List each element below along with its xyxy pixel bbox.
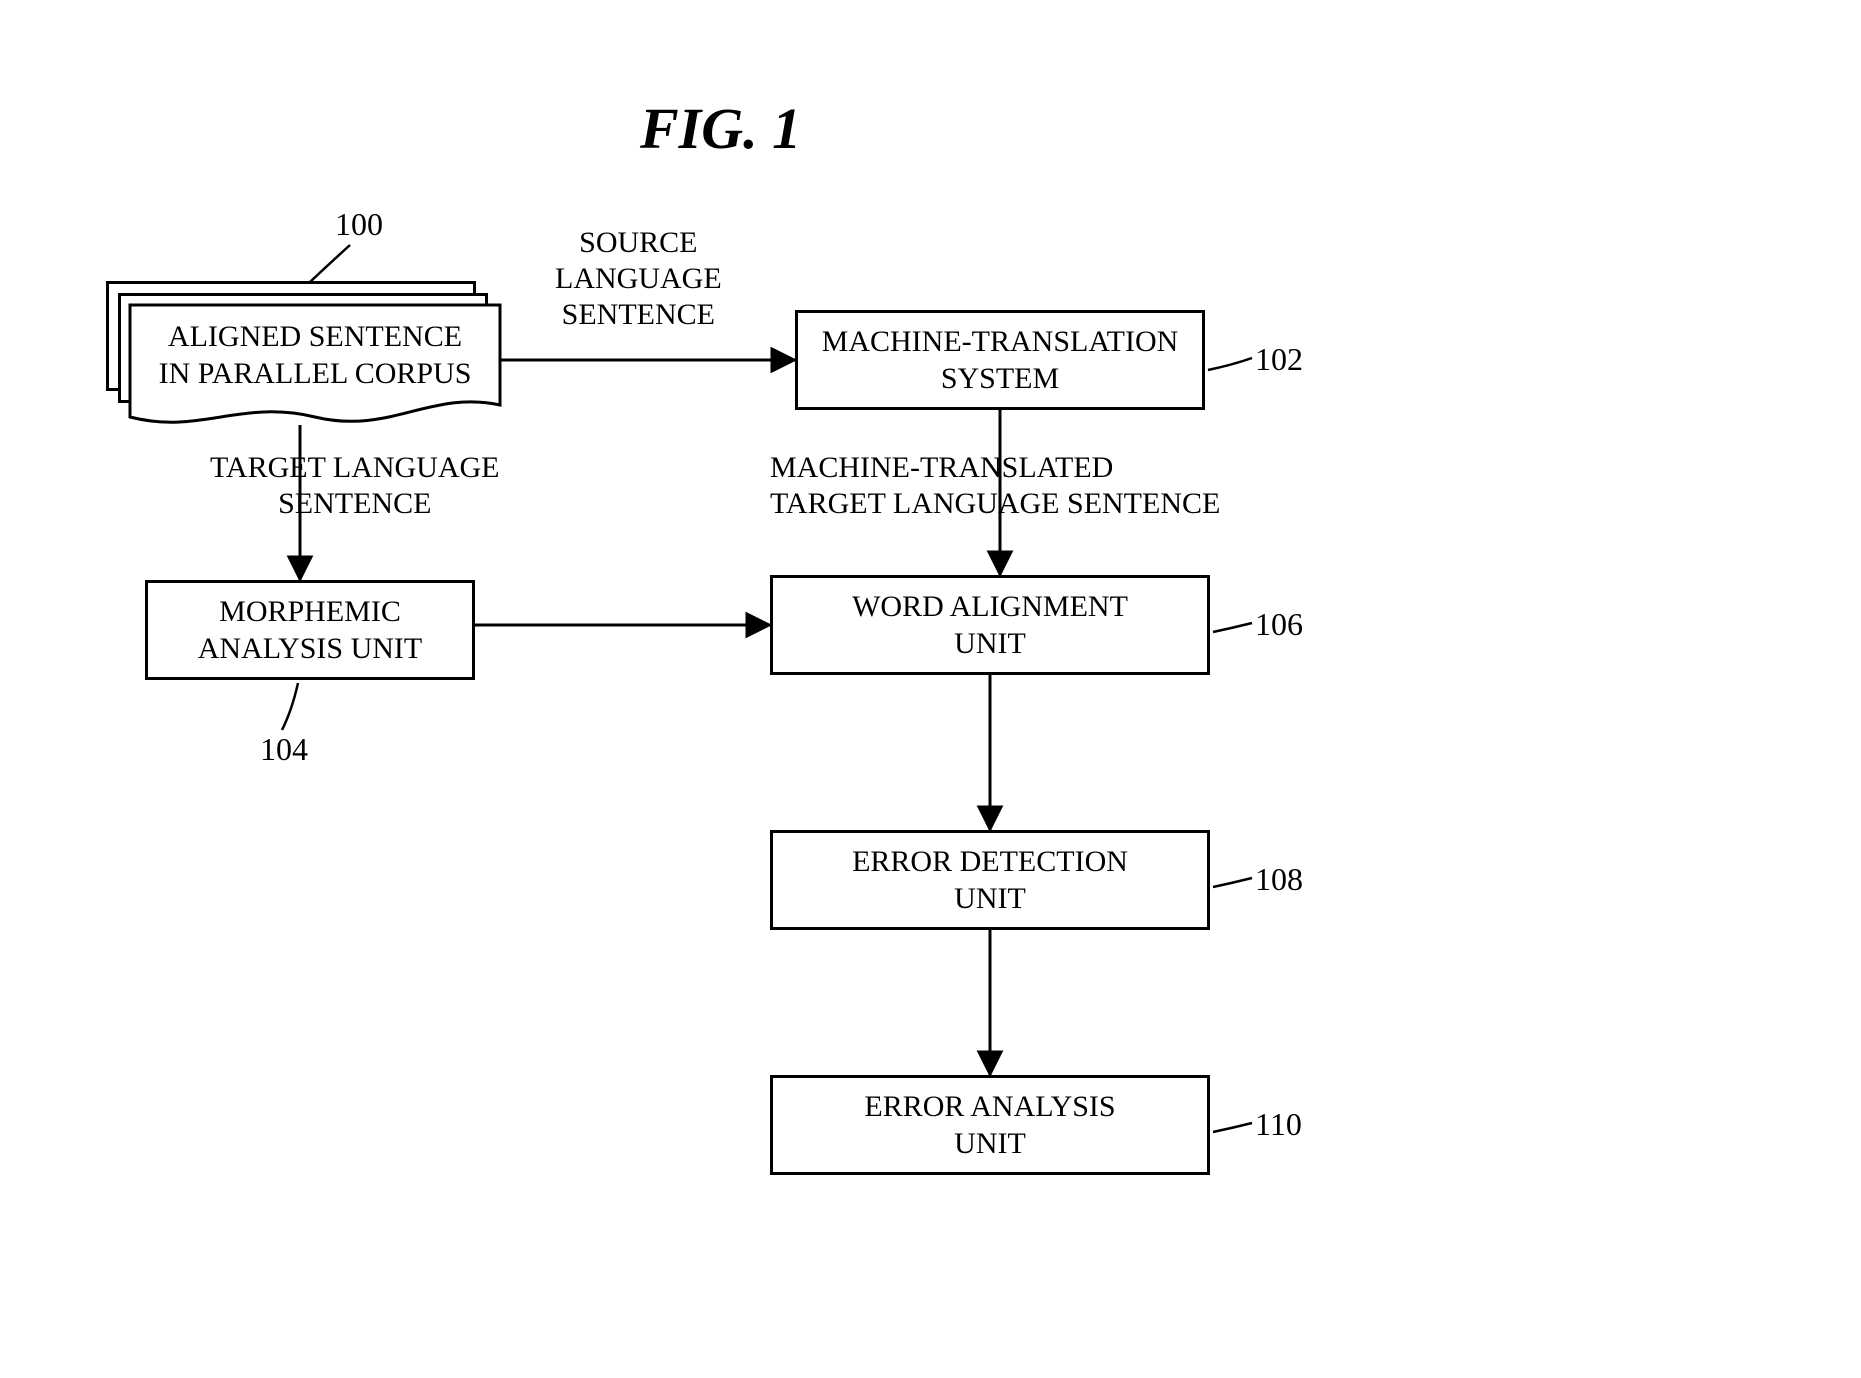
- figure-title: FIG. 1: [640, 95, 801, 162]
- morphemic-box: MORPHEMIC ANALYSIS UNIT: [145, 580, 475, 680]
- mt-system-box: MACHINE-TRANSLATION SYSTEM: [795, 310, 1205, 410]
- ref-104: 104: [260, 730, 308, 768]
- label-source-sentence: SOURCE LANGUAGE SENTENCE: [555, 225, 722, 333]
- error-detection-box: ERROR DETECTION UNIT: [770, 830, 1210, 930]
- word-alignment-box: WORD ALIGNMENT UNIT: [770, 575, 1210, 675]
- error-analysis-box: ERROR ANALYSIS UNIT: [770, 1075, 1210, 1175]
- ref-106: 106: [1255, 605, 1303, 643]
- ref-100: 100: [335, 205, 383, 243]
- label-target-sentence: TARGET LANGUAGE SENTENCE: [210, 450, 500, 522]
- ref-110: 110: [1255, 1105, 1302, 1143]
- label-mt-output: MACHINE-TRANSLATED TARGET LANGUAGE SENTE…: [770, 450, 1220, 522]
- ref-102: 102: [1255, 340, 1303, 378]
- corpus-docstack: ALIGNED SENTENCE IN PARALLEL CORPUS: [130, 305, 500, 415]
- corpus-label: ALIGNED SENTENCE IN PARALLEL CORPUS: [130, 305, 500, 405]
- ref-108: 108: [1255, 860, 1303, 898]
